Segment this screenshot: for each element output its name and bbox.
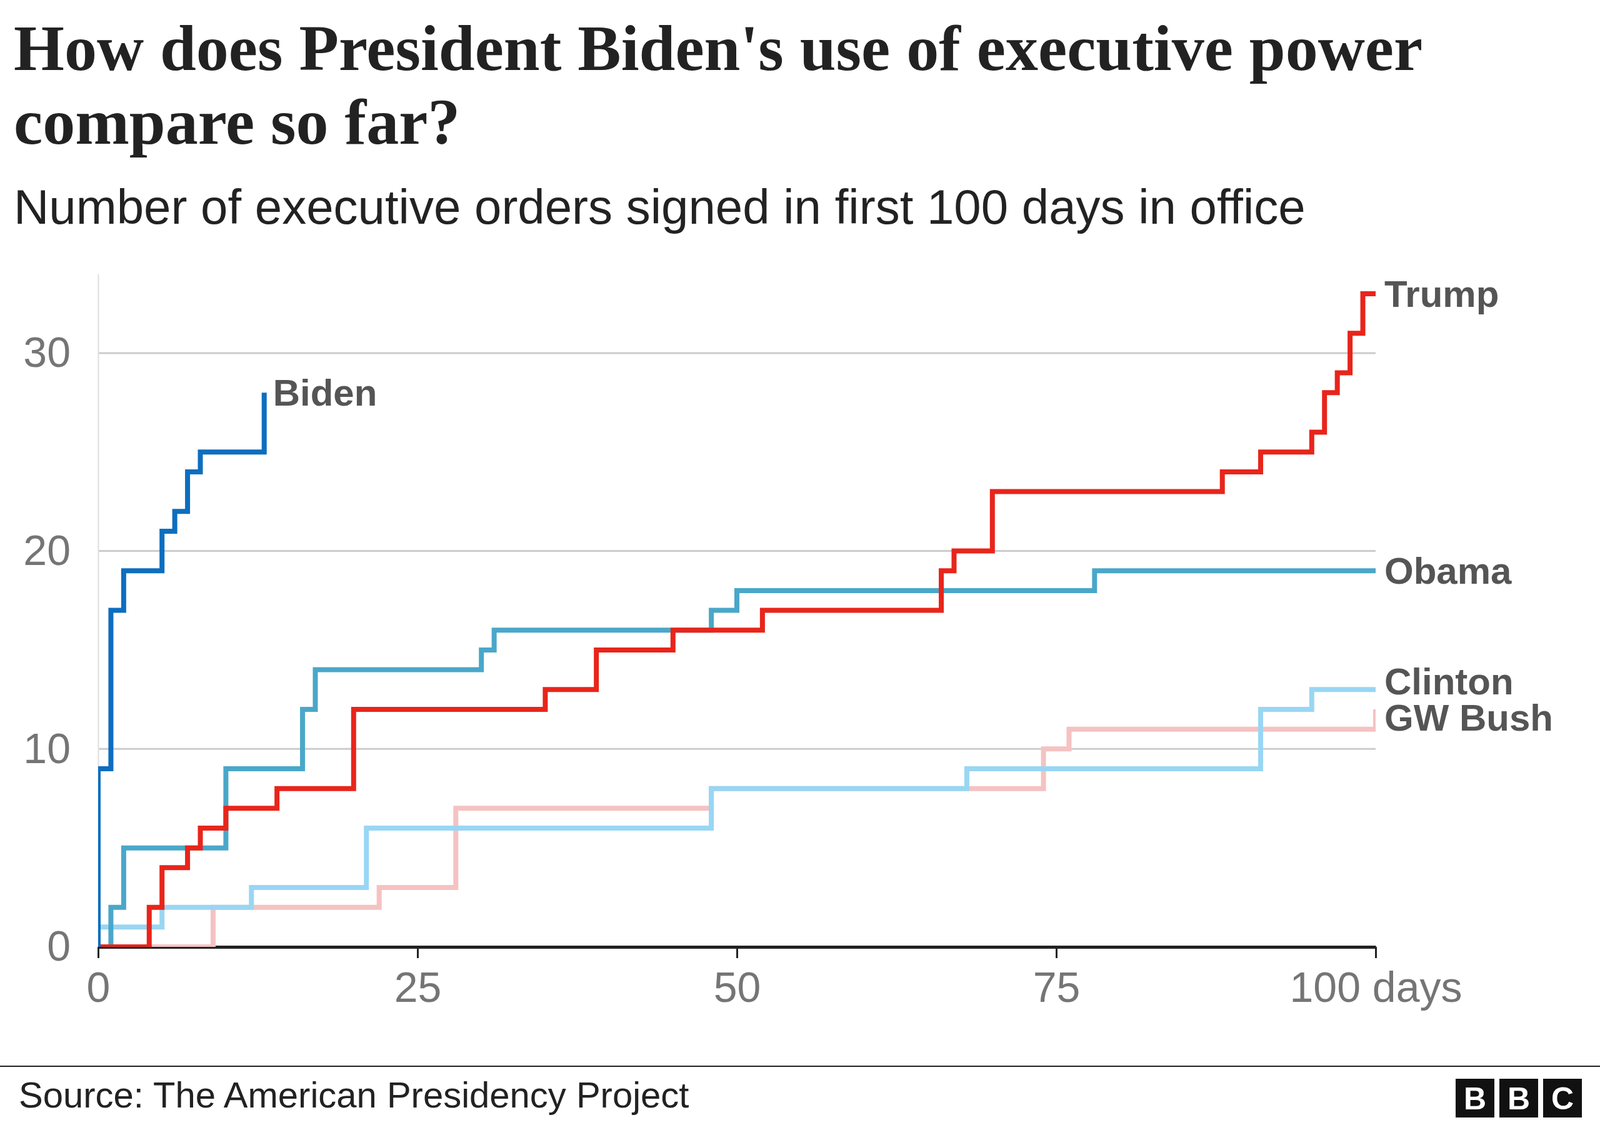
logo-letter: B [1463, 1081, 1487, 1117]
series-line [98, 570, 1376, 947]
y-tick-label: 30 [23, 328, 71, 376]
x-tick-label: 25 [394, 963, 442, 1011]
series-line [98, 689, 1376, 927]
series-line [98, 709, 1376, 947]
x-tick: 25 [394, 946, 442, 1011]
series-labels: GW BushClinton Obama Trump Biden [273, 273, 1554, 739]
y-tick-label: 0 [46, 921, 71, 970]
x-tick-label: 50 [713, 963, 762, 1011]
x-tick-label: 0 [86, 963, 111, 1011]
y-tick-label: 20 [23, 526, 71, 574]
chart: How does President Biden's use of execut… [0, 0, 1600, 1125]
x-tick: 0 [86, 946, 111, 1011]
logo-box [1543, 1078, 1582, 1118]
series-label: Clinton [1384, 660, 1514, 703]
x-tick-mark [97, 946, 100, 959]
title-line: compare so far? [13, 85, 460, 158]
x-tick-mark [1375, 946, 1377, 959]
grid-line [98, 550, 1376, 552]
logo-box [1455, 1078, 1495, 1118]
source: Source: The American Presidency Project [18, 1074, 689, 1115]
y-tick: 0 [46, 921, 99, 970]
subtitle: Number of executive orders signed in fir… [13, 179, 1306, 235]
x-tick: 50 [713, 946, 762, 1011]
x-tick-mark [1055, 946, 1058, 959]
x-tick-mark [736, 946, 739, 959]
grid [98, 353, 1376, 947]
x-tick: 100 days [1290, 946, 1463, 1011]
logo-text: BBC [1463, 1081, 1574, 1117]
logo-letter: B [1507, 1081, 1530, 1117]
title-line: How does President Biden's use of execut… [13, 11, 1423, 84]
logo-letter: C [1551, 1081, 1574, 1117]
series-label: Biden [273, 371, 378, 414]
series-line [98, 392, 265, 947]
y-tick: 30 [23, 328, 99, 376]
x-tick: 75 [1033, 946, 1081, 1011]
series-label: Obama [1384, 550, 1512, 592]
y-tick: 10 [23, 724, 99, 772]
logo-box [1499, 1078, 1539, 1118]
x-axis: 0 25 50 75 100 days [86, 946, 1463, 1011]
y-tick: 20 [23, 526, 99, 574]
series-label: GW Bush [1384, 696, 1554, 739]
plot-area [98, 293, 1376, 947]
y-tick-label: 10 [23, 724, 71, 772]
x-tick-label: 75 [1033, 963, 1081, 1011]
x-tick-mark [416, 946, 419, 959]
logo: BBC [1455, 1078, 1582, 1118]
x-tick-label: 100 days [1290, 963, 1463, 1011]
grid-line [98, 748, 1376, 750]
series-line [98, 293, 1376, 947]
y-axis: 0 10 20 30 [23, 274, 99, 970]
grid-line [98, 351, 1376, 354]
title: How does President Biden's use of execut… [13, 11, 1423, 158]
footer-rule [0, 1065, 1600, 1067]
series-label: Trump [1384, 273, 1499, 315]
